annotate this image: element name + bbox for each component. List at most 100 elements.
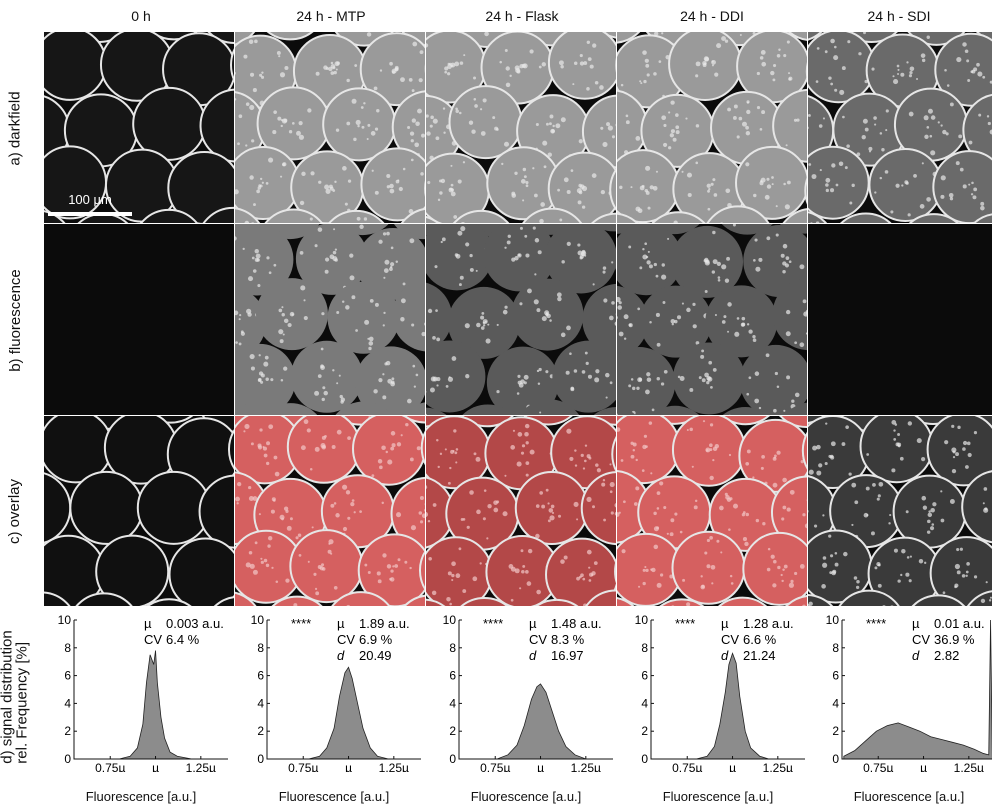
scale-bar-line bbox=[48, 212, 132, 216]
x-tick-label: 1.25µ bbox=[954, 761, 984, 772]
stat-label: µ bbox=[337, 616, 345, 631]
row-label-fluorescence: b) fluorescence bbox=[6, 268, 24, 372]
scale-bar: 100 µm bbox=[48, 192, 132, 222]
stat-label: CV bbox=[144, 632, 162, 647]
stat-value: 21.24 bbox=[743, 648, 776, 663]
y-tick-label: 4 bbox=[257, 696, 264, 710]
significance-stars: **** bbox=[866, 616, 886, 631]
significance-stars: **** bbox=[291, 616, 311, 631]
histogram-svg: 0 2 4 6 8 10 0.75µ µ 1.25µ µ 0.003 a.u. CV 6.4 % bbox=[58, 613, 228, 775]
y-tick-label: 8 bbox=[449, 641, 456, 655]
stat-label: d bbox=[337, 648, 345, 663]
y-tick-label: 10 bbox=[251, 613, 265, 627]
panel-darkfield-0h bbox=[44, 32, 234, 223]
stat-label: µ bbox=[529, 616, 537, 631]
y-tick-label: 6 bbox=[832, 669, 839, 683]
panel-darkfield-sdi bbox=[808, 32, 992, 223]
y-tick-label: 2 bbox=[449, 724, 456, 738]
y-tick-label: 8 bbox=[641, 641, 648, 655]
y-tick-label: 4 bbox=[832, 696, 839, 710]
stat-value: 1.89 a.u. bbox=[359, 616, 410, 631]
stat-value: 0.01 a.u. bbox=[934, 616, 985, 631]
histogram-svg: 0 2 4 6 8 10 0.75µ µ 1.25µ **** µ 1.89 a.u. CV 6.9 % d… bbox=[251, 613, 421, 775]
x-tick-label: 0.75µ bbox=[672, 761, 702, 772]
x-tick-label: 0.75µ bbox=[288, 761, 318, 772]
stat-label: CV bbox=[529, 632, 547, 647]
stat-value: 6.9 % bbox=[359, 632, 393, 647]
stat-value: 1.48 a.u. bbox=[551, 616, 602, 631]
x-tick-label: 0.75µ bbox=[95, 761, 125, 772]
panel-overlay-sdi bbox=[808, 416, 992, 606]
row-label-darkfield: a) darkfield bbox=[6, 90, 24, 166]
histogram-xlabel: Fluorescence [a.u.] bbox=[853, 789, 965, 804]
histogram-area bbox=[843, 619, 992, 760]
panel-fluorescence-ddi bbox=[617, 224, 807, 415]
stat-label: µ bbox=[912, 616, 920, 631]
stat-label: d bbox=[529, 648, 537, 663]
col-header-flask: 24 h - Flask bbox=[485, 8, 559, 24]
y-tick-label: 8 bbox=[257, 641, 264, 655]
x-tick-label: µ bbox=[345, 761, 352, 772]
stat-label: CV bbox=[721, 632, 739, 647]
panel-overlay-ddi bbox=[617, 416, 807, 606]
stat-value: 8.3 % bbox=[551, 632, 585, 647]
y-tick-label: 8 bbox=[832, 641, 839, 655]
panel-darkfield-flask bbox=[426, 32, 616, 223]
histogram-0h: 0 2 4 6 8 10 0.75µ µ 1.25µ µ 0.003 a.u. CV 6.4 % bbox=[40, 612, 236, 775]
y-tick-label: 4 bbox=[64, 696, 71, 710]
x-tick-label: 1.25µ bbox=[571, 761, 601, 772]
histogram-ddi: 0 2 4 6 8 10 0.75µ µ 1.25µ **** µ 1.28 a.u. CV 6.6 % d… bbox=[617, 612, 813, 775]
x-tick-label: 0.75µ bbox=[863, 761, 893, 772]
histogram-mtp: 0 2 4 6 8 10 0.75µ µ 1.25µ **** µ 1.89 a.u. CV 6.9 % d… bbox=[233, 612, 429, 775]
col-header-sdi: 24 h - SDI bbox=[867, 8, 931, 24]
col-header-ddi: 24 h - DDI bbox=[680, 8, 744, 24]
y-tick-label: 10 bbox=[58, 613, 72, 627]
y-tick-label: 10 bbox=[443, 613, 457, 627]
col-header-0h: 0 h bbox=[131, 8, 151, 24]
scale-bar-label: 100 µm bbox=[68, 192, 112, 207]
histogram-svg: 0 2 4 6 8 10 0.75µ µ 1.25µ **** µ 0.01 a.u. CV 36.9 %… bbox=[826, 613, 992, 775]
histogram-xlabel: Fluorescence [a.u.] bbox=[470, 789, 582, 804]
stat-label: µ bbox=[144, 616, 152, 631]
histogram-xlabel: Fluorescence [a.u.] bbox=[278, 789, 390, 804]
histogram-xlabel: Fluorescence [a.u.] bbox=[85, 789, 197, 804]
y-tick-label: 0 bbox=[641, 752, 648, 766]
stat-label: d bbox=[721, 648, 729, 663]
histogram-area bbox=[696, 652, 769, 760]
histogram-area bbox=[308, 666, 389, 760]
histogram-area bbox=[119, 650, 192, 760]
row-label-histogram: d) signal distribution rel. Frequency [%] bbox=[0, 630, 31, 764]
y-tick-label: 10 bbox=[826, 613, 840, 627]
y-tick-label: 6 bbox=[64, 669, 71, 683]
histogram-flask: 0 2 4 6 8 10 0.75µ µ 1.25µ **** µ 1.48 a.u. CV 8.3 % d… bbox=[425, 612, 621, 775]
y-tick-label: 4 bbox=[449, 696, 456, 710]
stat-label: µ bbox=[721, 616, 729, 631]
y-tick-label: 8 bbox=[64, 641, 71, 655]
histogram-svg: 0 2 4 6 8 10 0.75µ µ 1.25µ **** µ 1.28 a.u. CV 6.6 % d… bbox=[635, 613, 805, 775]
histogram-xlabel: Fluorescence [a.u.] bbox=[662, 789, 774, 804]
significance-stars: **** bbox=[675, 616, 695, 631]
y-tick-label: 2 bbox=[641, 724, 648, 738]
y-tick-label: 2 bbox=[832, 724, 839, 738]
x-tick-label: µ bbox=[152, 761, 159, 772]
x-tick-label: 1.25µ bbox=[763, 761, 793, 772]
panel-fluorescence-flask bbox=[426, 224, 616, 415]
stat-value: 36.9 % bbox=[934, 632, 975, 647]
y-tick-label: 6 bbox=[641, 669, 648, 683]
histogram-area bbox=[496, 683, 586, 760]
stat-value: 0.003 a.u. bbox=[166, 616, 224, 631]
significance-stars: **** bbox=[483, 616, 503, 631]
col-header-mtp: 24 h - MTP bbox=[296, 8, 366, 24]
panel-darkfield-mtp bbox=[235, 32, 425, 223]
x-tick-label: 0.75µ bbox=[480, 761, 510, 772]
x-tick-label: µ bbox=[537, 761, 544, 772]
stat-label: CV bbox=[337, 632, 355, 647]
stat-label: d bbox=[912, 648, 920, 663]
stat-value: 16.97 bbox=[551, 648, 584, 663]
stat-label: CV bbox=[912, 632, 930, 647]
panel-darkfield-ddi bbox=[617, 32, 807, 223]
x-tick-label: 1.25µ bbox=[186, 761, 216, 772]
y-tick-label: 2 bbox=[257, 724, 264, 738]
panel-overlay-mtp bbox=[235, 416, 425, 606]
panel-overlay-flask bbox=[426, 416, 616, 606]
